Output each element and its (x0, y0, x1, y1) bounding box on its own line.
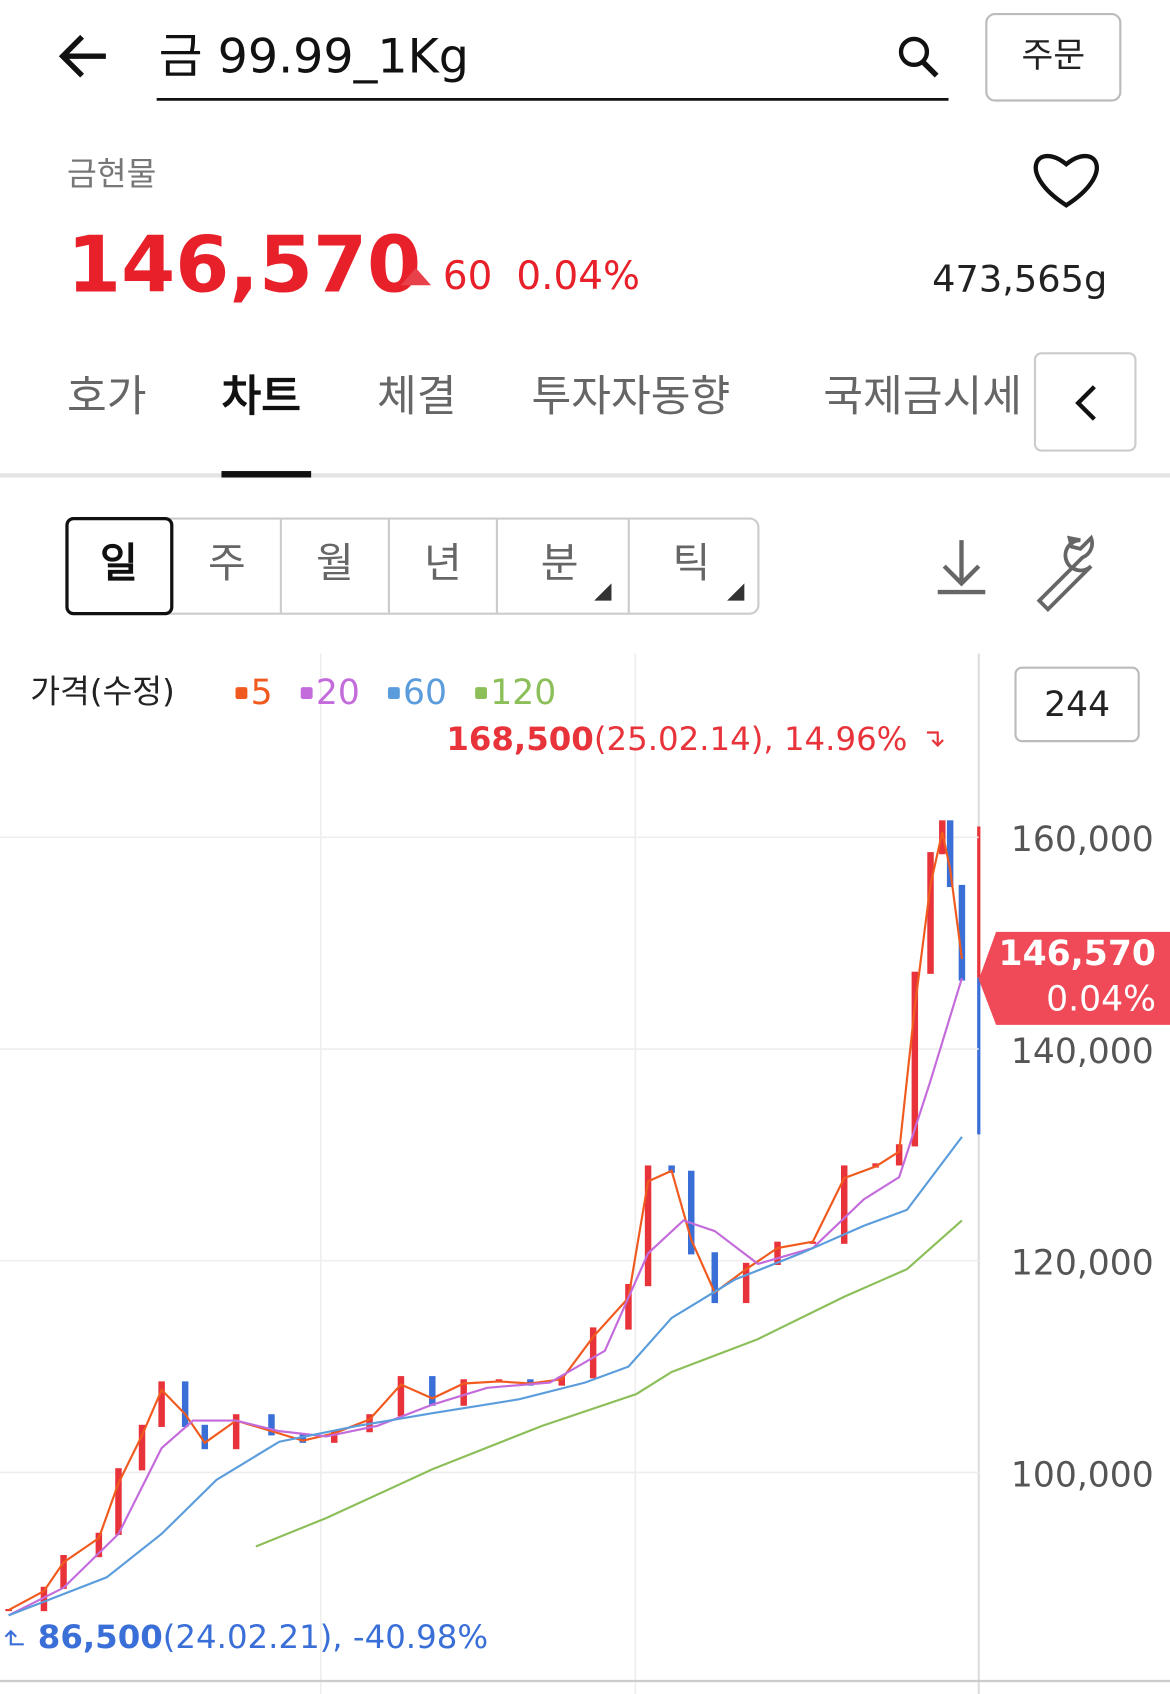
candle (268, 1414, 275, 1436)
ma-line (8, 1136, 963, 1617)
period-active[interactable] (65, 516, 174, 616)
candle (158, 1381, 165, 1427)
candle (911, 971, 919, 1147)
candle (40, 1586, 48, 1612)
candle (232, 1414, 240, 1450)
tab-indicator (221, 471, 312, 478)
change: 60 (443, 254, 492, 299)
min-arrow (4, 1629, 24, 1646)
candle (115, 1468, 122, 1535)
legend-swatch (387, 687, 400, 699)
candle (201, 1424, 209, 1450)
last-price-label: 146,570 (999, 934, 1156, 974)
settings-icon[interactable] (1036, 534, 1094, 613)
legend-swatch (300, 687, 313, 699)
candle (429, 1376, 436, 1406)
order-button[interactable] (985, 12, 1122, 102)
y-tick-label: 100,000 (1011, 1455, 1154, 1495)
period-dividers (279, 518, 630, 614)
candle (181, 1381, 189, 1427)
legend-swatch (475, 687, 488, 699)
change-rate: 0.04% (516, 254, 640, 299)
candle (927, 852, 934, 974)
max-arrow (926, 731, 944, 747)
candle (711, 1252, 719, 1304)
min-value: 86,500 (38, 1618, 163, 1656)
tab-bar: 호가 차트 체결 투자자동향 국제금시세 (67, 372, 1022, 422)
back-button[interactable] (58, 34, 106, 78)
candle (644, 1165, 652, 1287)
favorite-icon[interactable] (1033, 153, 1099, 208)
period[interactable]: 일 (100, 539, 138, 587)
max-annotation: 168,500(25.02.14), 14.96% (446, 720, 907, 758)
download-icon[interactable] (937, 540, 986, 595)
min-detail: (24.02.21), -40.98% (163, 1618, 488, 1656)
tab[interactable]: 투자자동향 (532, 372, 731, 422)
legend-swatch (235, 687, 248, 699)
last-price-marker (978, 931, 1170, 1025)
tab-active[interactable]: 차트 (221, 372, 301, 422)
up-triangle (400, 267, 432, 286)
count-box[interactable] (1014, 666, 1140, 743)
candle (5, 1608, 12, 1612)
min-annotation: 86,500(24.02.21), -40.98% (38, 1618, 488, 1656)
period[interactable]: 틱 (673, 539, 711, 587)
candle (668, 1165, 675, 1173)
candle (895, 1144, 903, 1166)
candle (138, 1424, 146, 1471)
y-tick-label: 160,000 (1011, 820, 1154, 860)
candle (460, 1379, 467, 1406)
y-axis: 100,000 120,000 140,000 160,000 (1011, 820, 1154, 1495)
legend-label: 120 (490, 673, 556, 713)
last-change-label: 0.04% (1046, 980, 1156, 1020)
candle (625, 1283, 632, 1330)
period[interactable]: 분 (541, 539, 579, 587)
candle (95, 1532, 103, 1558)
candle (60, 1554, 67, 1589)
candle (840, 1165, 848, 1244)
tab[interactable]: 체결 (377, 372, 457, 422)
tab-divider (0, 473, 1170, 478)
candle (495, 1379, 503, 1382)
candle (558, 1376, 566, 1386)
legend-label: 60 (403, 673, 447, 713)
plot (0, 820, 979, 1617)
y-tick-label: 140,000 (1011, 1032, 1154, 1072)
candle (687, 1170, 695, 1255)
ma-line (8, 831, 963, 1611)
candle (946, 820, 954, 888)
max-value: 168,500 (446, 720, 594, 758)
price: 146,570 (67, 221, 421, 311)
chart-title: 가격(수정) (30, 673, 174, 711)
chevron (1075, 385, 1096, 421)
ma-line (8, 977, 963, 1617)
candle (742, 1262, 750, 1304)
search-text[interactable]: 금 99.99_1Kg (159, 29, 469, 84)
ma-line (255, 1219, 963, 1548)
tab-scroll-button[interactable] (1033, 352, 1137, 452)
max-detail: (25.02.14), 14.96% (594, 720, 908, 758)
candle (589, 1327, 597, 1379)
candle (397, 1376, 405, 1417)
tab[interactable]: 국제금시세 (823, 372, 1022, 422)
category: 금현물 (67, 155, 156, 193)
count[interactable]: 244 (1044, 685, 1110, 725)
volume: 473,565g (932, 257, 1107, 300)
legend-label: 5 (251, 673, 273, 713)
period[interactable]: 월 (316, 539, 354, 587)
legend-label: 20 (316, 673, 360, 713)
candle (958, 884, 966, 981)
order-label[interactable]: 주문 (1022, 36, 1086, 76)
y-tick-label: 120,000 (1011, 1244, 1154, 1284)
tab[interactable]: 호가 (67, 372, 147, 422)
candle (774, 1241, 781, 1265)
dropdown-corner (727, 583, 745, 601)
period[interactable]: 주 (208, 539, 246, 587)
period[interactable]: 년 (424, 539, 462, 587)
candle (330, 1430, 338, 1443)
search-icon[interactable] (898, 36, 939, 78)
